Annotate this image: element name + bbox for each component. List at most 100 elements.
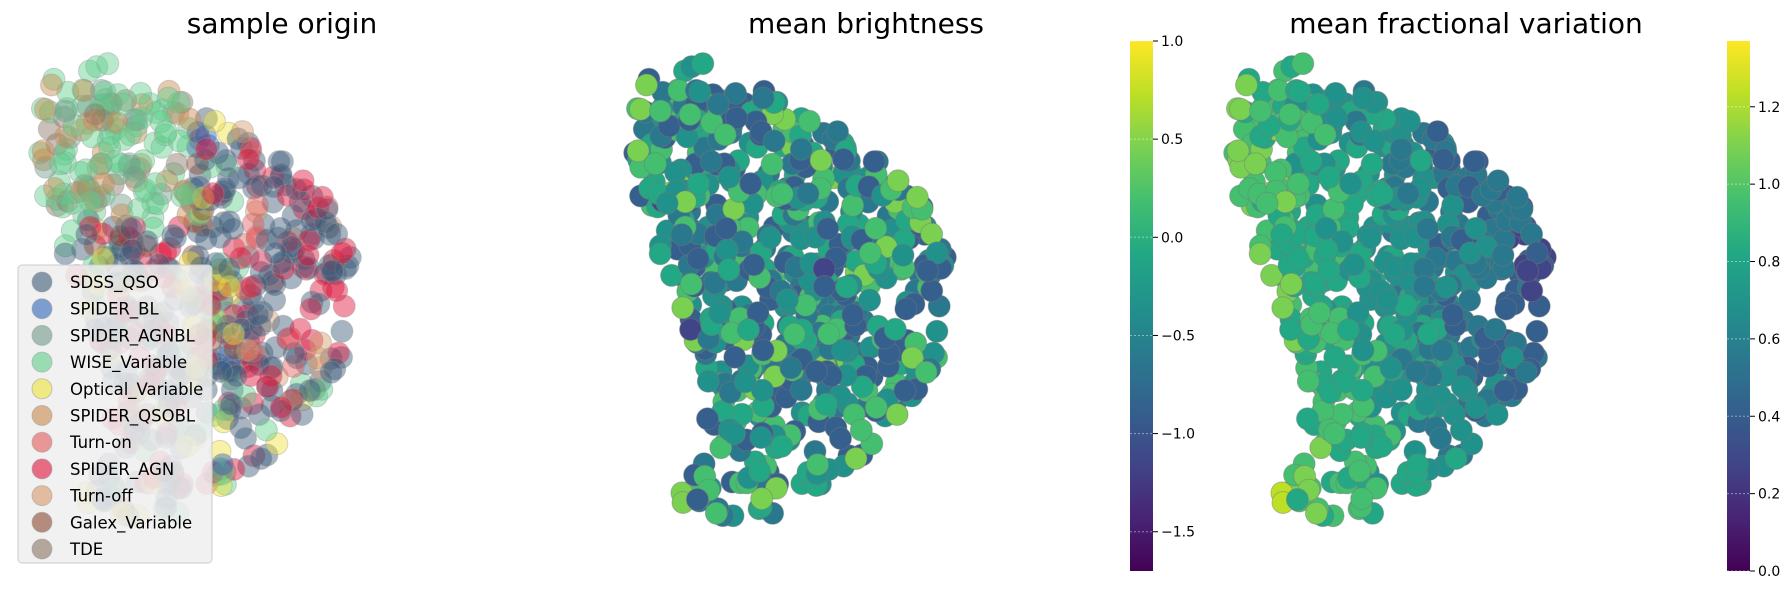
scatter-point: [122, 165, 146, 189]
scatter-point: [101, 110, 125, 134]
scatter-point: [186, 120, 210, 144]
scatter-point: [208, 225, 232, 249]
scatter-point: [182, 177, 205, 201]
scatter-point: [1333, 370, 1357, 394]
scatter-point: [322, 248, 346, 272]
scatter-point: [241, 392, 265, 416]
scatter-point: [178, 187, 202, 211]
scatter-point: [686, 247, 710, 271]
scatter-point: [130, 106, 153, 130]
scatter-point: [332, 294, 356, 318]
scatter-point: [212, 211, 236, 235]
scatter-point: [217, 391, 241, 415]
scatter-point: [83, 102, 107, 126]
scatter-point: [302, 227, 326, 250]
scatter-point: [178, 107, 202, 131]
scatter-point: [240, 275, 264, 299]
scatter-point: [101, 173, 125, 197]
scatter-point: [305, 346, 329, 370]
scatter-point: [241, 348, 265, 372]
scatter-point: [315, 195, 339, 219]
scatter-point: [1409, 148, 1433, 172]
scatter-point: [92, 172, 115, 196]
scatter-point: [1249, 99, 1272, 123]
scatter-point: [270, 150, 294, 174]
scatter-point: [263, 288, 287, 312]
scatter-point: [310, 377, 334, 401]
scatter-point: [1416, 217, 1440, 241]
scatter-point: [92, 93, 115, 117]
scatter-point: [233, 384, 257, 408]
scatter-point: [173, 180, 197, 204]
scatter-point: [201, 182, 225, 206]
scatter-point: [111, 92, 135, 116]
scatter-point: [249, 314, 272, 338]
scatter-point: [1389, 378, 1413, 402]
scatter-point: [249, 260, 273, 284]
scatter-point: [1346, 301, 1370, 325]
legend-marker: [31, 298, 53, 320]
scatter-point: [220, 360, 244, 383]
scatter-point: [925, 319, 949, 343]
scatter-point: [315, 197, 339, 221]
scatter-point: [188, 163, 212, 187]
scatter-point: [215, 359, 239, 382]
scatter-point: [246, 193, 270, 217]
scatter-point: [247, 344, 270, 368]
scatter-point: [1404, 360, 1428, 383]
scatter-point: [724, 81, 748, 105]
scatter-point: [114, 88, 138, 112]
scatter-point: [830, 338, 854, 362]
scatter-point: [321, 259, 344, 283]
scatter-point: [149, 110, 173, 134]
scatter-point: [146, 192, 169, 216]
scatter-point: [144, 101, 168, 124]
scatter-point: [54, 124, 78, 148]
scatter-point: [206, 141, 230, 165]
scatter-point: [885, 403, 909, 426]
scatter-point: [327, 341, 350, 365]
scatter-point: [864, 216, 888, 240]
scatter-point: [221, 217, 245, 241]
scatter-point: [76, 94, 100, 118]
scatter-point: [219, 392, 243, 416]
scatter-point: [775, 288, 799, 312]
scatter-point: [223, 337, 246, 361]
scatter-point: [210, 252, 234, 276]
scatter-point: [213, 460, 237, 484]
panel-mean-fractional-variation: mean fractional variation 1.2 1.0 0.8 0.6 0.…: [1223, 7, 1780, 580]
scatter-point: [143, 131, 167, 155]
scatter-point: [648, 242, 672, 266]
scatter-point: [742, 253, 766, 277]
scatter-point: [194, 107, 218, 130]
scatter-point: [1278, 102, 1302, 126]
scatter-point: [210, 185, 234, 209]
scatter-point: [1450, 375, 1474, 399]
scatter-point: [1317, 165, 1341, 189]
scatter-point: [232, 342, 256, 366]
scatter-point: [45, 187, 69, 211]
scatter-point: [78, 179, 102, 203]
scatter-point: [187, 203, 211, 227]
scatter-point: [56, 80, 80, 104]
legend-marker: [31, 271, 53, 293]
scatter-point: [165, 152, 189, 176]
scatter-point: [216, 314, 239, 338]
scatter-point: [330, 241, 354, 265]
scatter-point: [1431, 147, 1455, 171]
scatter-point: [211, 453, 235, 477]
scatter-point: [751, 86, 775, 110]
scatter-point: [1464, 216, 1488, 240]
scatter-point: [218, 357, 242, 381]
scatter-point: [257, 309, 280, 333]
scatter-point: [76, 175, 100, 199]
colorbar-tick-label: 0.5: [1161, 132, 1183, 148]
scatter-point: [282, 238, 306, 262]
scatter-point: [826, 120, 849, 144]
scatter-point: [180, 176, 204, 200]
scatter-point: [858, 241, 882, 265]
scatter-point: [300, 209, 324, 232]
scatter-point: [114, 214, 138, 238]
scatter-point: [215, 301, 239, 325]
scatter-point: [51, 195, 75, 219]
